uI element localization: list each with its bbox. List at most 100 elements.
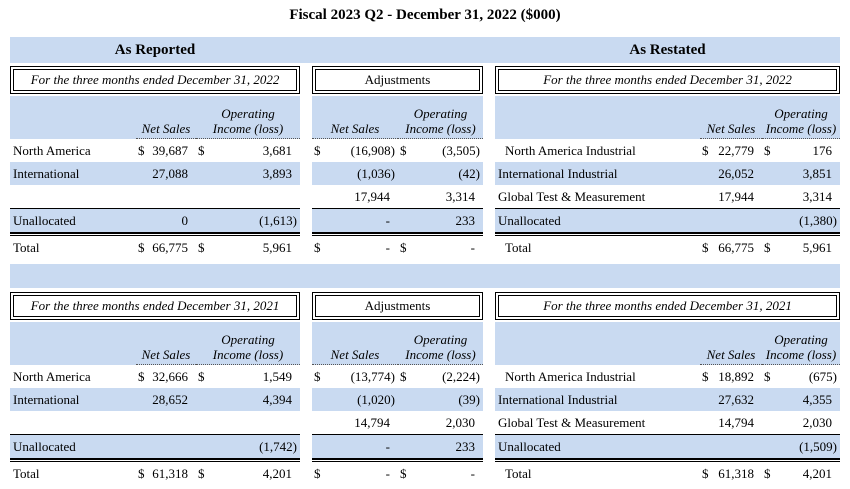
operating-income-value: 233	[414, 434, 483, 459]
table-row: Unallocated 0 (1,613)	[10, 208, 300, 233]
operating-income-header: Operating Income (loss)	[398, 322, 483, 365]
dollar-sign: $	[764, 143, 771, 158]
dollar-sign: $	[764, 369, 771, 384]
operating-income-header-line: Income (loss)	[212, 347, 284, 362]
dollar-sign: $	[138, 143, 145, 158]
as-restated-header: As Restated	[629, 42, 706, 58]
operating-income-value: 2,030	[802, 415, 832, 430]
dollar-sign	[312, 208, 326, 233]
dollar-sign	[136, 388, 150, 411]
net-sales-value: -	[326, 208, 398, 233]
dollar-sign: $	[702, 369, 709, 384]
table-row: North America $32,666 $1,549	[10, 365, 300, 388]
net-sales-value: (13,774)	[350, 369, 395, 384]
operating-income-header-line: Operating	[413, 332, 468, 347]
net-sales-value: 0	[150, 208, 196, 233]
table-row: Total $61,318 $4,201	[495, 459, 840, 486]
empty-header-cell	[10, 96, 136, 139]
net-sales-value	[150, 411, 196, 434]
segment-label-cell: North America Industrial	[505, 369, 636, 384]
operating-income-header: Operating Income (loss)	[398, 96, 483, 139]
net-sales-header-label: Net Sales	[141, 347, 191, 362]
dollar-sign: $	[400, 143, 407, 158]
operating-income-header: Operating Income (loss)	[762, 96, 840, 139]
segment-label-cell	[10, 185, 136, 208]
segment-label-cell: North America Industrial	[505, 143, 636, 158]
column-header-row: Net Sales Operating Income (loss)	[312, 322, 483, 365]
segment-label-cell: Unallocated	[495, 434, 700, 459]
operating-income-value: 4,355	[778, 388, 840, 411]
statement-blocks: For the three months ended December 31, …	[0, 66, 850, 486]
dollar-sign	[196, 411, 212, 434]
operating-income-value	[212, 185, 300, 208]
segment-label-cell: Total	[10, 233, 136, 260]
reported-period-label: For the three months ended December 31, …	[30, 72, 280, 87]
operating-income-header: Operating Income (loss)	[762, 322, 840, 365]
table-row	[10, 185, 300, 208]
dollar-sign	[312, 388, 326, 411]
column-header-row: Net Sales Operating Income (loss)	[495, 96, 840, 139]
operating-income-value: (1,380)	[778, 208, 840, 233]
dollar-sign: $	[398, 459, 414, 486]
segment-label-cell: Unallocated	[10, 434, 136, 459]
net-sales-header: Net Sales	[312, 322, 398, 365]
net-sales-value: 28,652	[150, 388, 196, 411]
net-sales-header-label: Net Sales	[141, 121, 191, 136]
column-header-row: Net Sales Operating Income (loss)	[495, 322, 840, 365]
operating-income-value: -	[414, 459, 483, 486]
dollar-sign: $	[136, 233, 150, 260]
net-sales-value: 26,052	[714, 162, 762, 185]
operating-income-header: Operating Income (loss)	[196, 96, 300, 139]
net-sales-value: (16,908)	[350, 143, 395, 158]
operating-income-header-line: Operating	[221, 332, 275, 347]
dollar-sign: $	[312, 233, 326, 260]
operating-income-value: 4,201	[778, 459, 840, 486]
operating-income-header-line: Operating	[774, 332, 828, 347]
operating-income-value: (1,742)	[212, 434, 300, 459]
dollar-sign	[762, 411, 778, 434]
dollar-sign	[398, 411, 414, 434]
dollar-sign: $	[762, 233, 778, 260]
dollar-sign: $	[700, 459, 714, 486]
adjustments-period-box: Adjustments	[312, 292, 483, 320]
reported-period-box: For the three months ended December 31, …	[10, 292, 300, 320]
net-sales-value: 14,794	[354, 415, 390, 430]
dollar-sign	[196, 185, 212, 208]
net-sales-value: (1,036)	[326, 162, 398, 185]
dollar-sign: $	[400, 369, 407, 384]
operating-income-header-line: Income (loss)	[405, 121, 476, 136]
net-sales-value: 14,794	[718, 415, 754, 430]
operating-income-header-line: Operating	[221, 106, 275, 121]
table-row: 17,944 3,314	[312, 185, 483, 208]
dollar-sign	[196, 388, 212, 411]
net-sales-header-label: Net Sales	[330, 347, 380, 362]
report-title: Fiscal 2023 Q2 - December 31, 2022 ($000…	[289, 7, 561, 23]
dollar-sign: $	[314, 143, 321, 158]
operating-income-value: 5,961	[778, 233, 840, 260]
operating-income-value: 3,893	[212, 162, 300, 185]
dollar-sign	[762, 162, 778, 185]
restated-period-box: For the three months ended December 31, …	[495, 292, 840, 320]
operating-income-header: Operating Income (loss)	[196, 322, 300, 365]
adjustments-section: Adjustments Net Sales Operating Income (los…	[312, 66, 483, 260]
dollar-sign	[312, 411, 326, 434]
separator-band	[10, 264, 840, 288]
dollar-sign	[136, 162, 150, 185]
operating-income-value: 233	[414, 208, 483, 233]
operating-income-value: 5,961	[212, 233, 300, 260]
dollar-sign: $	[136, 459, 150, 486]
dollar-sign	[136, 434, 150, 459]
net-sales-header-label: Net Sales	[706, 121, 756, 136]
adjustments-period-box: Adjustments	[312, 66, 483, 94]
dollar-sign	[398, 434, 414, 459]
restated-table: Net Sales Operating Income (loss) North Ame…	[495, 322, 840, 486]
net-sales-header: Net Sales	[136, 322, 196, 365]
table-row: Global Test & Measurement 14,794 2,030	[495, 411, 840, 434]
net-sales-value	[714, 208, 762, 233]
net-sales-header: Net Sales	[136, 96, 196, 139]
net-sales-value: (1,020)	[326, 388, 398, 411]
dollar-sign	[312, 434, 326, 459]
dollar-sign: $	[138, 369, 145, 384]
dollar-sign	[700, 162, 714, 185]
dollar-sign	[762, 388, 778, 411]
